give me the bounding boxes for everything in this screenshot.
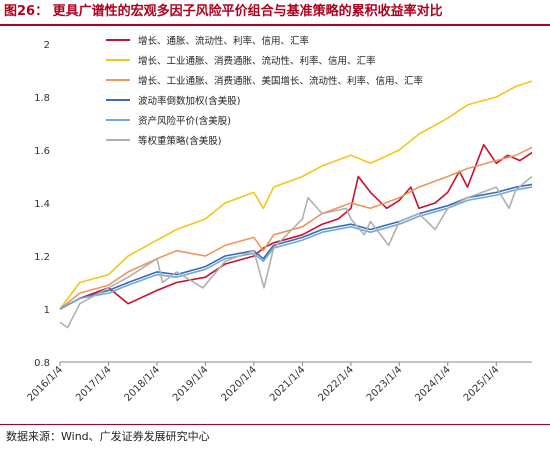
- series-line-3: [59, 146, 533, 310]
- axes: 0.8 1 1.2 1.4 1.6 1.8 2 2016/1/4 2017/1/4 2018/1/…: [26, 40, 532, 404]
- x-tick-label: 2023/1/4: [365, 364, 405, 404]
- y-tick-label: 1.6: [34, 146, 50, 157]
- title-rule: [0, 24, 550, 26]
- x-tick-label: 2016/1/4: [26, 364, 66, 404]
- x-tick-label: 2025/1/4: [462, 364, 502, 404]
- series-line-1: [59, 143, 533, 310]
- y-tick-label: 1.4: [34, 199, 50, 210]
- y-tick-label: 1: [44, 305, 50, 316]
- legend-label: 资产风险平价(含美股): [138, 115, 231, 127]
- x-tick-label: 2024/1/4: [413, 364, 453, 404]
- legend-label: 波动率倒数加权(含美股): [138, 95, 240, 107]
- line-chart: 0.8 1 1.2 1.4 1.6 1.8 2 2016/1/4 2017/1/4 2018/1/…: [26, 35, 533, 404]
- legend-label: 增长、工业通胀、消费通胀、流动性、利率、信用、汇率: [138, 55, 376, 67]
- series-group: [59, 80, 533, 329]
- series-line-6: [59, 175, 533, 329]
- x-tick-label: 2022/1/4: [316, 364, 356, 404]
- series-line-5: [59, 186, 533, 310]
- bottom-rule: [0, 424, 550, 425]
- y-tick-label: 1.2: [34, 252, 50, 263]
- figure-title: 图26： 更具广谱性的宏观多因子风险平价组合与基准策略的累积收益率对比: [4, 4, 443, 19]
- x-tick-label: 2020/1/4: [219, 364, 259, 404]
- series-line-2: [59, 80, 533, 310]
- legend: 增长、通胀、流动性、利率、信用、汇率增长、工业通胀、消费通胀、流动性、利率、信用…: [106, 35, 424, 147]
- y-tick-label: 2: [44, 40, 50, 51]
- series-line-4: [59, 183, 533, 310]
- x-tick-label: 2017/1/4: [74, 364, 114, 404]
- figure-source: 数据来源：Wind、广发证券发展研究中心: [6, 430, 210, 443]
- legend-label: 增长、通胀、流动性、利率、信用、汇率: [138, 35, 310, 47]
- x-tick-label: 2018/1/4: [123, 364, 163, 404]
- y-tick-label: 1.8: [34, 93, 50, 104]
- legend-label: 增长、工业通胀、消费通胀、美国增长、流动性、利率、信用、汇率: [138, 75, 424, 87]
- x-tick-label: 2021/1/4: [268, 364, 308, 404]
- legend-label: 等权重策略(含美股): [138, 135, 221, 147]
- y-tick-label: 0.8: [34, 358, 50, 369]
- x-tick-label: 2019/1/4: [171, 364, 211, 404]
